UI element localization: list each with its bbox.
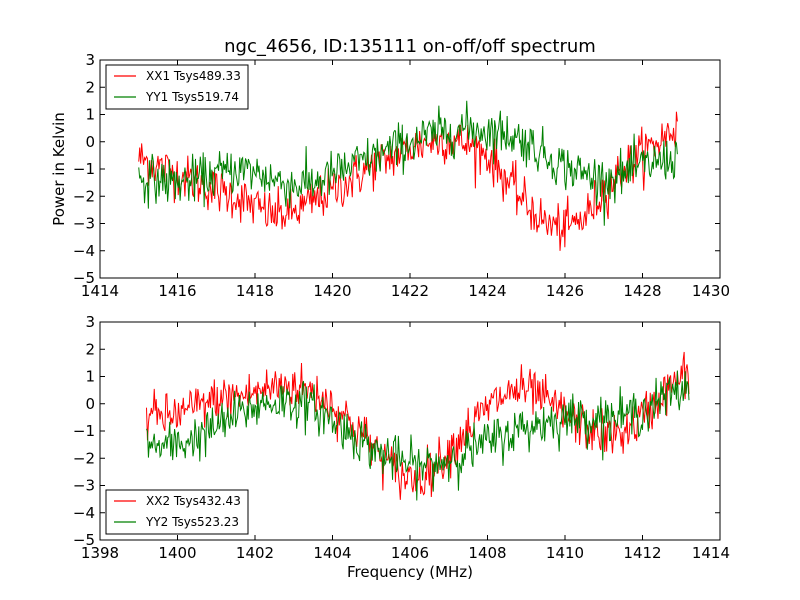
bottom-axis-ticks: 1398 1400 1402 1404 1406 1408 1410 1412 1414 −5 −4… xyxy=(73,313,730,562)
x-tick-label: 1408 xyxy=(468,544,506,562)
y-tick-label: 3 xyxy=(85,313,95,331)
bottom-series-lines xyxy=(146,351,690,501)
y-tick-label: −1 xyxy=(73,160,95,178)
top-series-lines xyxy=(138,100,678,251)
x-tick-label: 1406 xyxy=(391,544,429,562)
y-tick-label: −1 xyxy=(73,422,95,440)
bottom-legend-box xyxy=(105,489,249,535)
x-tick-label: 1416 xyxy=(158,282,196,300)
y-tick-label: −2 xyxy=(73,187,95,205)
y-tick-label: 0 xyxy=(85,395,95,413)
x-tick-label: 1400 xyxy=(158,544,196,562)
legend-label-xx1: XX1 Tsys489.33 xyxy=(146,69,241,83)
series-line-xx1 xyxy=(138,111,678,251)
bottom-legend: XX2 Tsys432.43 YY2 Tsys523.23 xyxy=(105,489,249,535)
top-legend: XX1 Tsys489.33 YY1 Tsys519.74 xyxy=(105,64,249,110)
top-legend-box xyxy=(105,64,249,110)
x-tick-label: 1418 xyxy=(236,282,274,300)
x-tick-label: 1398 xyxy=(81,544,119,562)
x-tick-label: 1426 xyxy=(546,282,584,300)
x-tick-label: 1414 xyxy=(81,282,119,300)
y-tick-label: 0 xyxy=(85,133,95,151)
y-tick-label: −4 xyxy=(73,504,95,522)
x-tick-label: 1412 xyxy=(623,544,661,562)
y-tick-label: −2 xyxy=(73,449,95,467)
x-tick-label: 1428 xyxy=(623,282,661,300)
y-tick-label: 2 xyxy=(85,340,95,358)
x-tick-label: 1422 xyxy=(391,282,429,300)
y-tick-label: 3 xyxy=(85,51,95,69)
series-line-yy2 xyxy=(146,370,690,501)
y-tick-label: −5 xyxy=(73,531,95,549)
legend-label-xx2: XX2 Tsys432.43 xyxy=(146,494,241,508)
y-tick-label: −3 xyxy=(73,477,95,495)
x-tick-label: 1410 xyxy=(546,544,584,562)
x-tick-label: 1424 xyxy=(468,282,506,300)
y-tick-label: −5 xyxy=(73,269,95,287)
x-tick-label: 1430 xyxy=(692,282,730,300)
y-tick-label: −4 xyxy=(73,242,95,260)
x-tick-label: 1404 xyxy=(313,544,351,562)
x-tick-label: 1420 xyxy=(313,282,351,300)
y-tick-label: 1 xyxy=(85,368,95,386)
y-tick-label: −3 xyxy=(73,215,95,233)
bottom-subplot: 1398 1400 1402 1404 1406 1408 1410 1412 1414 −5 −4… xyxy=(73,313,730,581)
y-tick-label: 2 xyxy=(85,78,95,96)
legend-label-yy2: YY2 Tsys523.23 xyxy=(145,515,239,529)
legend-label-yy1: YY1 Tsys519.74 xyxy=(145,90,239,104)
x-tick-label: 1402 xyxy=(236,544,274,562)
x-axis-label: Frequency (MHz) xyxy=(347,563,473,581)
series-line-yy1 xyxy=(138,100,678,226)
top-axis-ticks: 1414 1416 1418 1420 1422 1424 1426 1428 1430 −5 −4… xyxy=(73,51,730,300)
y-axis-label: Power in Kelvin xyxy=(50,112,68,226)
top-subplot: ngc_4656, ID:135111 on-off/off spectrum … xyxy=(50,36,730,300)
x-tick-label: 1414 xyxy=(692,544,730,562)
y-tick-label: 1 xyxy=(85,106,95,124)
chart-title: ngc_4656, ID:135111 on-off/off spectrum xyxy=(224,36,596,57)
